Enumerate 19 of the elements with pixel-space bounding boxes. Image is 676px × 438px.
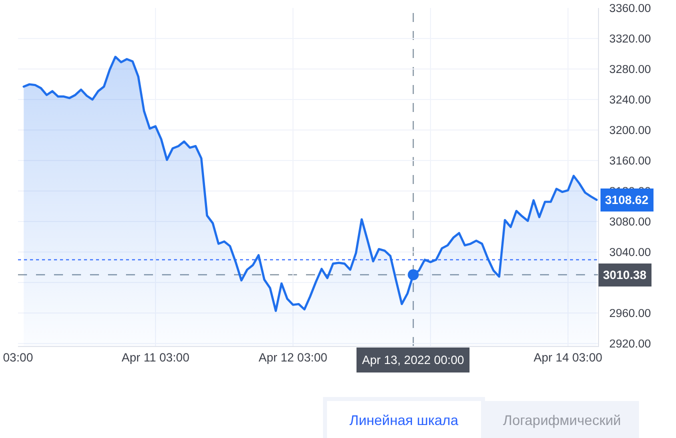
- y-tick-label: 3280.00: [609, 64, 651, 76]
- x-tick-label: Apr 14 03:00: [534, 350, 603, 364]
- y-tick-label: 3240.00: [609, 94, 651, 107]
- text: Линейная шкала: [350, 412, 458, 428]
- y-tick-label: 3160.00: [609, 156, 651, 168]
- y-tick-label: 3040.00: [609, 247, 651, 260]
- text: Логарифмический: [503, 412, 621, 428]
- annotation: 3108.62: [605, 193, 649, 207]
- x-tick-label: Apr 12 03:00: [258, 350, 328, 364]
- y-tick-label: 3320.00: [609, 34, 651, 46]
- y-tick-label: 3200.00: [609, 125, 651, 138]
- y-tick-label: 2920.00: [609, 338, 651, 351]
- y-tick-label: 3080.00: [609, 216, 651, 229]
- ref-line-label: 3010.38: [603, 268, 647, 282]
- y-tick-label: 2960.00: [609, 308, 651, 320]
- ref-line-label: Apr 13, 2022 00:00: [362, 353, 464, 367]
- x-tick-label: Apr 11 03:00: [122, 350, 190, 364]
- x-tick-label: 03:00: [2, 350, 34, 364]
- y-tick-label: 3360.00: [609, 3, 651, 16]
